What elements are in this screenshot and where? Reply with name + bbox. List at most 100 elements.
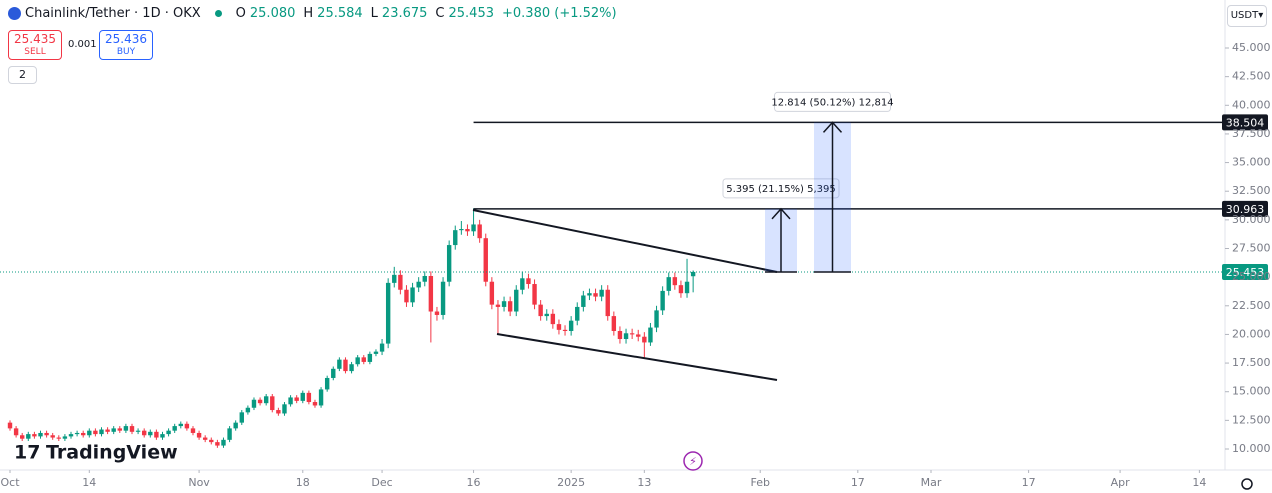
x-tick-label: 13: [637, 476, 651, 489]
candle-body: [196, 432, 202, 438]
candle-body: [111, 428, 116, 432]
status-dot: [214, 10, 222, 17]
candle-body: [68, 434, 74, 437]
candle-body: [605, 289, 610, 317]
candle-body: [306, 392, 312, 403]
level-label-box: [1222, 200, 1268, 217]
candle-body: [654, 310, 659, 328]
candle-body: [117, 428, 122, 431]
candle-body: [105, 429, 110, 432]
candle-body: [617, 330, 623, 340]
symbol[interactable]: Chainlink/Tether · 1D · OKX: [25, 6, 201, 21]
candle-body: [666, 277, 671, 291]
x-tick-label: 16: [467, 476, 481, 489]
buy-label: BUY: [116, 47, 136, 57]
candle-body: [38, 432, 43, 437]
candle-body: [495, 304, 501, 307]
candle-body: [550, 313, 556, 325]
buy-price: 25.436: [105, 32, 147, 46]
y-tick-label: 27.500: [1232, 242, 1271, 255]
candle-body: [13, 428, 19, 436]
candle-body: [141, 430, 147, 436]
event-icon[interactable]: [683, 451, 703, 471]
symbol-icon: [8, 7, 21, 20]
y-tick-label: 35.000: [1232, 156, 1271, 169]
candle-body: [526, 278, 531, 285]
x-tick-label: Dec: [371, 476, 392, 489]
candle-body: [74, 432, 80, 435]
candle-body: [129, 426, 135, 432]
candle-body: [385, 282, 391, 344]
candle-body: [355, 357, 360, 365]
ohlc-label: O: [235, 6, 246, 21]
candle-body: [532, 284, 537, 305]
candle-body: [648, 327, 653, 343]
candle-body: [123, 426, 129, 431]
candle-body: [166, 430, 171, 435]
candle-body: [642, 336, 647, 343]
candle-body: [599, 289, 604, 297]
candle-body: [99, 429, 104, 435]
candle-body: [154, 431, 159, 438]
candle-body: [623, 333, 629, 340]
trend-line: [472, 209, 778, 273]
candle-body: [324, 377, 330, 390]
level-label: 30.963: [1226, 203, 1265, 216]
candle-body: [379, 343, 385, 352]
candle-body: [575, 306, 580, 321]
event-icon-glyph: ⚡: [689, 455, 697, 468]
candle-body: [209, 439, 214, 443]
x-tick-label: Mar: [921, 476, 942, 489]
y-tick-label: 17.500: [1232, 356, 1271, 369]
candle-body: [562, 329, 568, 331]
candle-body: [172, 426, 177, 431]
buy-button[interactable]: 25.436 BUY: [99, 30, 153, 60]
y-tick-label: 40.000: [1232, 98, 1271, 111]
candle-body: [428, 275, 434, 312]
candle-body: [520, 278, 525, 290]
candle-body: [135, 430, 141, 432]
measure-label: 12.814 (50.12%) 12,814: [771, 97, 893, 108]
x-tick-label: 17: [1022, 476, 1036, 489]
candle-body: [581, 295, 586, 307]
x-tick-label: 18: [296, 476, 310, 489]
level-label: 38.504: [1226, 116, 1265, 129]
currency-select[interactable]: USDT▾: [1227, 5, 1267, 27]
ohlc-label: C: [435, 6, 445, 21]
ohlc-label: H: [303, 6, 314, 21]
candle-body: [434, 311, 440, 315]
candle-body: [148, 431, 153, 436]
candle-body: [544, 313, 549, 317]
candle-body: [453, 230, 458, 246]
x-tick-label: 14: [1192, 476, 1206, 489]
candle-body: [87, 430, 92, 436]
candle-body: [556, 324, 562, 330]
candle-body: [501, 301, 507, 307]
candle-body: [398, 274, 403, 290]
logo: TradingView: [46, 442, 178, 464]
y-tick-label: 15.000: [1232, 385, 1271, 398]
candle-body: [587, 293, 592, 296]
candle-body: [483, 238, 488, 282]
candle-body: [507, 301, 513, 312]
candle-body: [410, 287, 415, 303]
candle-body: [202, 437, 208, 440]
y-tick-label: 42.500: [1232, 70, 1271, 83]
measure-arrow-head: [771, 207, 791, 220]
settings-icon[interactable]: [1241, 478, 1253, 490]
y-tick-label: 20.000: [1232, 327, 1271, 340]
sell-button[interactable]: 25.435 SELL: [8, 30, 62, 60]
candle-body: [50, 435, 55, 438]
candle-body: [294, 397, 299, 401]
candle-body: [251, 399, 257, 408]
spread: 0.001: [68, 39, 97, 50]
legend: Chainlink/Tether · 1D · OKX O 25.080 H 25.…: [8, 6, 621, 21]
measure-label-box: [722, 178, 840, 199]
candle-body: [611, 316, 617, 331]
candle-body: [392, 274, 397, 283]
candle-body: [20, 435, 25, 439]
candle-body: [446, 245, 452, 282]
candle-body: [318, 389, 324, 406]
indicators-toggle[interactable]: 2: [8, 66, 37, 84]
candle-body: [44, 432, 49, 436]
